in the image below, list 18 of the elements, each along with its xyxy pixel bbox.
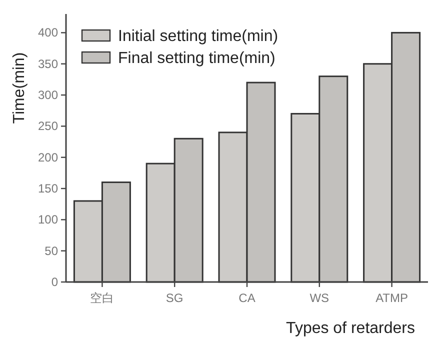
y-tick-label: 300 xyxy=(38,88,58,102)
x-tick-label: CA xyxy=(238,291,256,305)
y-tick-label: 250 xyxy=(38,119,58,134)
y-tick-label: 50 xyxy=(44,244,58,258)
legend-label: Final setting time(min) xyxy=(118,50,276,67)
y-tick-label: 200 xyxy=(38,150,58,164)
x-axis-title: Types of retarders xyxy=(286,320,415,337)
y-tick-label: 100 xyxy=(38,212,58,227)
x-tick-label: ATMP xyxy=(376,291,408,305)
y-tick-label: 0 xyxy=(51,275,58,289)
y-tick-label: 400 xyxy=(38,26,58,40)
y-axis-title: Time(min) xyxy=(11,52,28,124)
x-tick-label: SG xyxy=(166,291,184,305)
legend-label: Initial setting time(min) xyxy=(118,28,278,45)
x-tick-label: WS xyxy=(310,291,330,305)
x-tick-label: 空白 xyxy=(90,291,114,305)
y-tick-label: 350 xyxy=(38,56,58,71)
y-tick-label: 150 xyxy=(38,182,58,196)
